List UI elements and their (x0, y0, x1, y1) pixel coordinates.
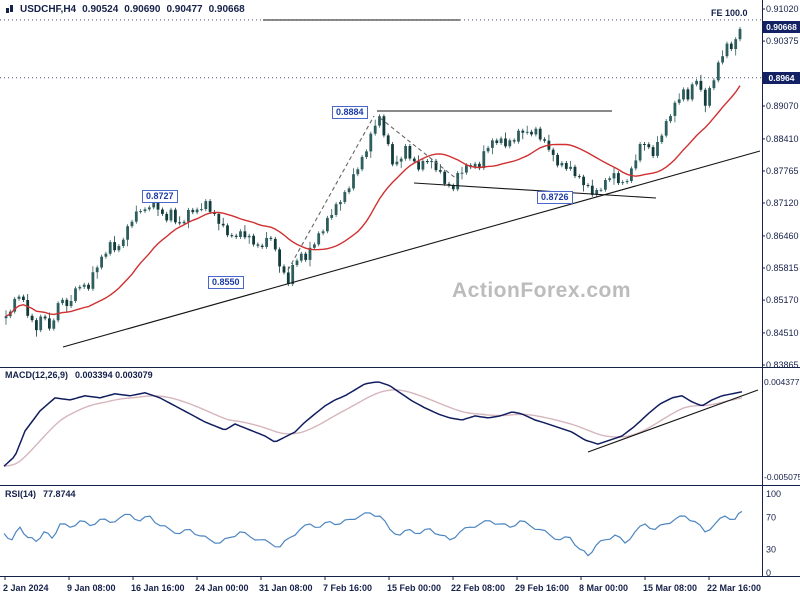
dashed-correction-line (379, 117, 459, 181)
x-axis-label: 31 Jan 08:00 (259, 583, 313, 593)
price-axis-label: 0.87120 (766, 198, 799, 208)
price-axis-label: 0.84510 (766, 328, 799, 338)
macd-indicator-label: MACD(12,26,9) 0.003394 0.003079 (5, 370, 153, 380)
x-axis-label: 16 Jan 16:00 (131, 583, 185, 593)
low-value: 0.90477 (166, 4, 203, 15)
rsi-name: RSI(14) (5, 489, 37, 499)
x-axis-label: 7 Feb 16:00 (323, 583, 372, 593)
x-axis-label: 15 Mar 08:00 (643, 583, 697, 593)
x-axis-label: 24 Jan 00:00 (195, 583, 249, 593)
x-axis-label: 22 Feb 08:00 (451, 583, 505, 593)
dashed-rally-line (287, 115, 375, 271)
macd-trendline (587, 389, 759, 453)
rsi-indicator-label: RSI(14) 77.8744 (5, 489, 76, 499)
x-axis-label: 29 Feb 16:00 (515, 583, 569, 593)
x-axis-label: 15 Feb 00:00 (387, 583, 441, 593)
support-line (413, 182, 657, 199)
rsi-line (3, 510, 743, 557)
fib-extension-label: FE 100.0 (711, 8, 748, 18)
rsi-axis-label: 70 (766, 513, 776, 523)
level-axis-box: 0.8964 (763, 72, 800, 84)
x-axis-label: 8 Mar 00:00 (579, 583, 628, 593)
ascending-trendline (62, 150, 761, 348)
price-axis-label: 0.86460 (766, 231, 799, 241)
macd-values: 0.003394 0.003079 (75, 370, 153, 380)
macd-axis-label: -0.005075 (764, 472, 800, 482)
high-value: 0.90690 (124, 4, 161, 15)
price-axis-label: 0.85815 (766, 263, 799, 273)
ohlc-header: USDCHF,H4 0.90524 0.90690 0.90477 0.9066… (5, 4, 245, 15)
x-axis-label: 9 Jan 08:00 (67, 583, 116, 593)
moving-average-line (5, 85, 741, 317)
price-axis-label: 0.85170 (766, 295, 799, 305)
price-axis-label: 0.88410 (766, 134, 799, 144)
symbol-timeframe: USDCHF,H4 (20, 4, 77, 15)
close-value: 0.90668 (208, 4, 245, 15)
open-value: 0.90524 (82, 4, 119, 15)
rsi-axis-label: 100 (766, 489, 781, 499)
price-axis-label: 0.91020 (766, 4, 799, 14)
x-axis-label: 2 Jan 2024 (3, 583, 49, 593)
current-price-axis-box: 0.90668 (763, 21, 800, 33)
rsi-axis-label: 30 (766, 544, 776, 554)
price-axis-label: 0.87765 (766, 166, 799, 176)
rsi-axis-label: 0 (766, 568, 771, 578)
macd-name: MACD(12,26,9) (5, 370, 69, 380)
price-axis-label: 0.89070 (766, 101, 799, 111)
watermark: ActionForex.com (452, 279, 632, 302)
candlestick-icon (5, 4, 14, 15)
macd-line (3, 381, 743, 467)
rsi-value: 77.8744 (43, 489, 76, 499)
price-axis-label: 0.90375 (766, 36, 799, 46)
price-axis-label: 0.83865 (766, 360, 799, 370)
x-axis-label: 22 Mar 16:00 (707, 583, 761, 593)
macd-axis-label: 0.004377 (764, 377, 800, 387)
